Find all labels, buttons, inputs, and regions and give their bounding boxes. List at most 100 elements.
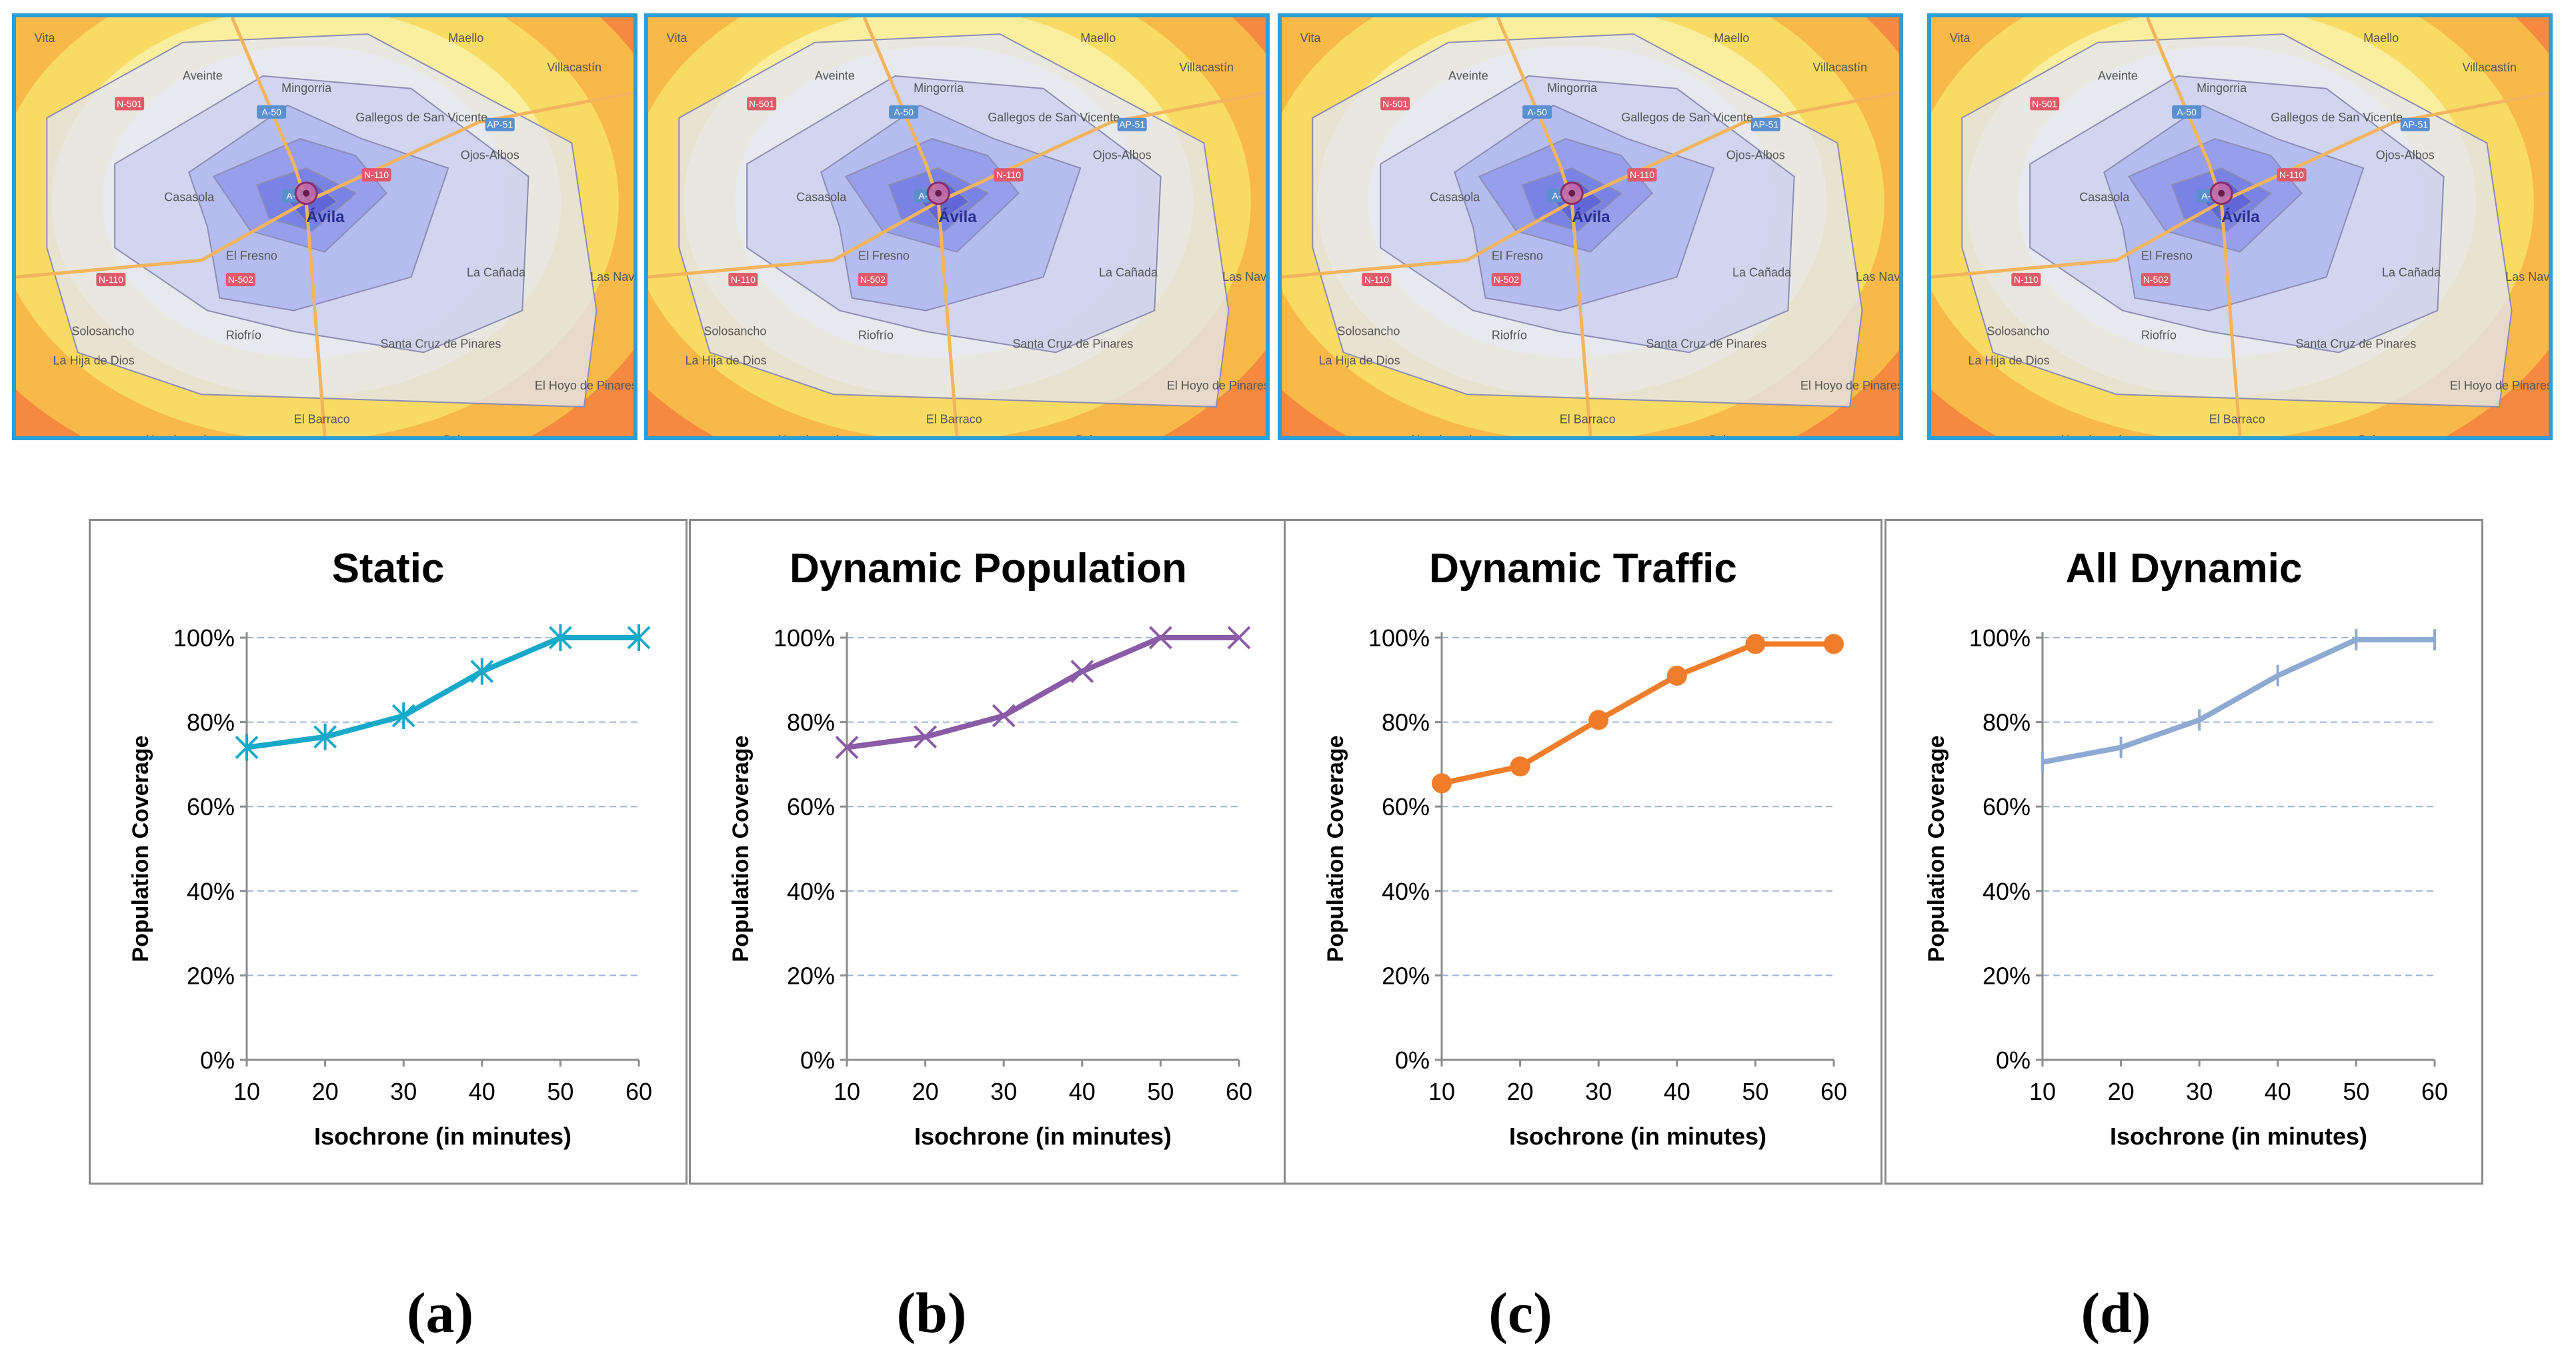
road-shield-box <box>1380 97 1410 111</box>
road-shield-label: A-50 <box>2177 107 2197 117</box>
map-place-label: El Fresno <box>1492 249 1543 262</box>
y-tick-label: 0% <box>1395 1047 1430 1074</box>
road-shield-label: N-110 <box>364 169 389 180</box>
x-tick-label: 60 <box>1226 1078 1252 1105</box>
y-tick-label: 20% <box>187 962 235 989</box>
map-place-label: Gallegos de San Vicente <box>355 111 487 124</box>
map-place-label: Ojos-Albos <box>2376 149 2435 162</box>
x-tick-label: 30 <box>990 1078 1017 1105</box>
y-tick-label: 20% <box>1983 962 2031 989</box>
x-tick-label: 20 <box>312 1078 339 1105</box>
data-point <box>1070 660 1094 684</box>
y-tick-label: 80% <box>1382 709 1430 736</box>
map-place-label: Aveinte <box>2098 69 2138 82</box>
road-shield-label: N-502 <box>228 274 253 285</box>
x-tick-label: 30 <box>1585 1078 1612 1105</box>
road-shield: N-502 <box>2141 273 2171 287</box>
road-shield-label: N-501 <box>749 98 774 109</box>
road-shield: N-110 <box>1627 168 1657 182</box>
map-place-label: Gallegos de San Vicente <box>988 111 1120 124</box>
y-tick-label: 100% <box>1969 624 2031 652</box>
road-shield: A-50 <box>889 105 919 119</box>
map-place-label: Ávila <box>2221 207 2260 226</box>
road-shield-label: AP-51 <box>1752 119 1778 130</box>
y-tick-label: 20% <box>1382 962 1430 989</box>
x-axis-title: Isochrone (in minutes) <box>314 1123 571 1150</box>
map-place-label: Aveinte <box>183 69 223 82</box>
map-place-label: Santa Cruz de Pinares <box>1646 337 1766 350</box>
chart-panel-a: Static 0% 20% 40% 60% 80% 100% 10 20 30 40 50 60 Iso… <box>89 519 688 1185</box>
road-shield-box <box>361 168 391 182</box>
map-place-label: Santa Cruz de Pinares <box>380 337 501 350</box>
road-shield: N-502 <box>1491 273 1521 287</box>
location-pin-dot <box>935 189 942 197</box>
road-shield-box <box>889 105 919 119</box>
data-point <box>1745 634 1766 654</box>
map-place-label: Las Navas del Marqués <box>1856 270 1899 283</box>
map-place-label: Mingorria <box>914 81 964 95</box>
isochrone-map-a: Vita Maello Villacastín Aveinte Mingorria Gal… <box>12 13 637 440</box>
map-place-label: Navalmoral <box>778 434 838 436</box>
y-axis-title: Population Coverage <box>1924 735 1949 962</box>
road-shield-label: N-110 <box>2014 274 2039 285</box>
map-place-label: Navalmoral <box>2061 434 2121 436</box>
data-point <box>1432 773 1452 794</box>
map-place-label: La Hija de Dios <box>53 354 135 367</box>
data-point-marker <box>1148 626 1172 650</box>
road-shield-box <box>858 273 888 287</box>
map-place-label: Villacastín <box>547 61 601 74</box>
road-shield-box <box>257 105 287 119</box>
data-point-marker <box>1432 773 1452 794</box>
map-place-label: Villacastín <box>1179 61 1234 74</box>
map-place-label: Ávila <box>938 207 977 226</box>
data-point-marker <box>1745 634 1766 654</box>
line-chart-b: 0% 20% 40% 60% 80% 100% 10 20 30 40 50 60 Isochrone … <box>728 624 1252 1150</box>
road-shield-box <box>2011 273 2041 287</box>
isochrone-map-b: Vita Maello Villacastín Aveinte Mingorria Gal… <box>644 13 1270 440</box>
map-place-label: Navalmoral <box>1411 434 1472 436</box>
x-tick-label: 40 <box>1664 1078 1690 1105</box>
x-tick-label: 10 <box>233 1078 260 1105</box>
x-axis-title: Isochrone (in minutes) <box>1509 1123 1766 1150</box>
road-shield-box <box>994 168 1024 182</box>
data-point-marker <box>914 725 938 749</box>
map-place-label: La Hija de Dios <box>1319 354 1400 367</box>
subfigure-label-d: (d) <box>2081 1281 2151 1345</box>
road-shield-box <box>1627 168 1657 182</box>
y-tick-label: 60% <box>1382 793 1430 820</box>
y-tick-label: 80% <box>1983 709 2031 736</box>
map-place-label: El Barraco <box>294 412 350 426</box>
y-tick-label: 0% <box>200 1047 235 1074</box>
road-line <box>1282 200 1573 279</box>
map-place-label: El Fresno <box>226 249 277 262</box>
road-shield-label: AP-51 <box>2402 119 2428 130</box>
road-shield-box <box>115 97 145 111</box>
road-shield: A-50 <box>2172 105 2202 119</box>
data-point-marker <box>1666 665 1687 686</box>
chart-panel-b: Dynamic Population 0% 20% 40% 60% 80% 100% 10 2… <box>689 519 1288 1185</box>
map-place-label: Gallegos de San Vicente <box>2271 111 2403 124</box>
road-shield-box <box>1117 117 1147 131</box>
map-place-label: Cebreros <box>442 434 491 436</box>
x-tick-label: 20 <box>912 1078 939 1105</box>
map-place-label: Solosancho <box>1337 324 1400 337</box>
map-place-label: Mingorria <box>1547 81 1598 95</box>
road-shield-box <box>485 117 515 131</box>
x-tick-label: 30 <box>2186 1078 2213 1105</box>
road-shield-box <box>2141 273 2171 287</box>
y-tick-label: 40% <box>187 878 235 905</box>
y-tick-label: 40% <box>1983 878 2031 905</box>
road-shield-label: AP-51 <box>487 119 513 130</box>
map-place-label: Mingorria <box>2197 81 2247 95</box>
map-place-label: Maello <box>1714 31 1749 45</box>
map-place-label: La Cañada <box>467 266 526 279</box>
map-place-label: Villacastín <box>2462 61 2517 74</box>
road-line <box>230 17 327 436</box>
road-shield-label: N-501 <box>117 98 142 109</box>
road-line <box>648 200 940 279</box>
y-axis-title: Population Coverage <box>1323 735 1348 962</box>
road-shield: N-110 <box>994 168 1024 182</box>
map-place-label: Maello <box>2363 31 2399 45</box>
map-place-label: El Barraco <box>926 412 982 426</box>
map-place-label: Cebreros <box>2357 434 2407 436</box>
